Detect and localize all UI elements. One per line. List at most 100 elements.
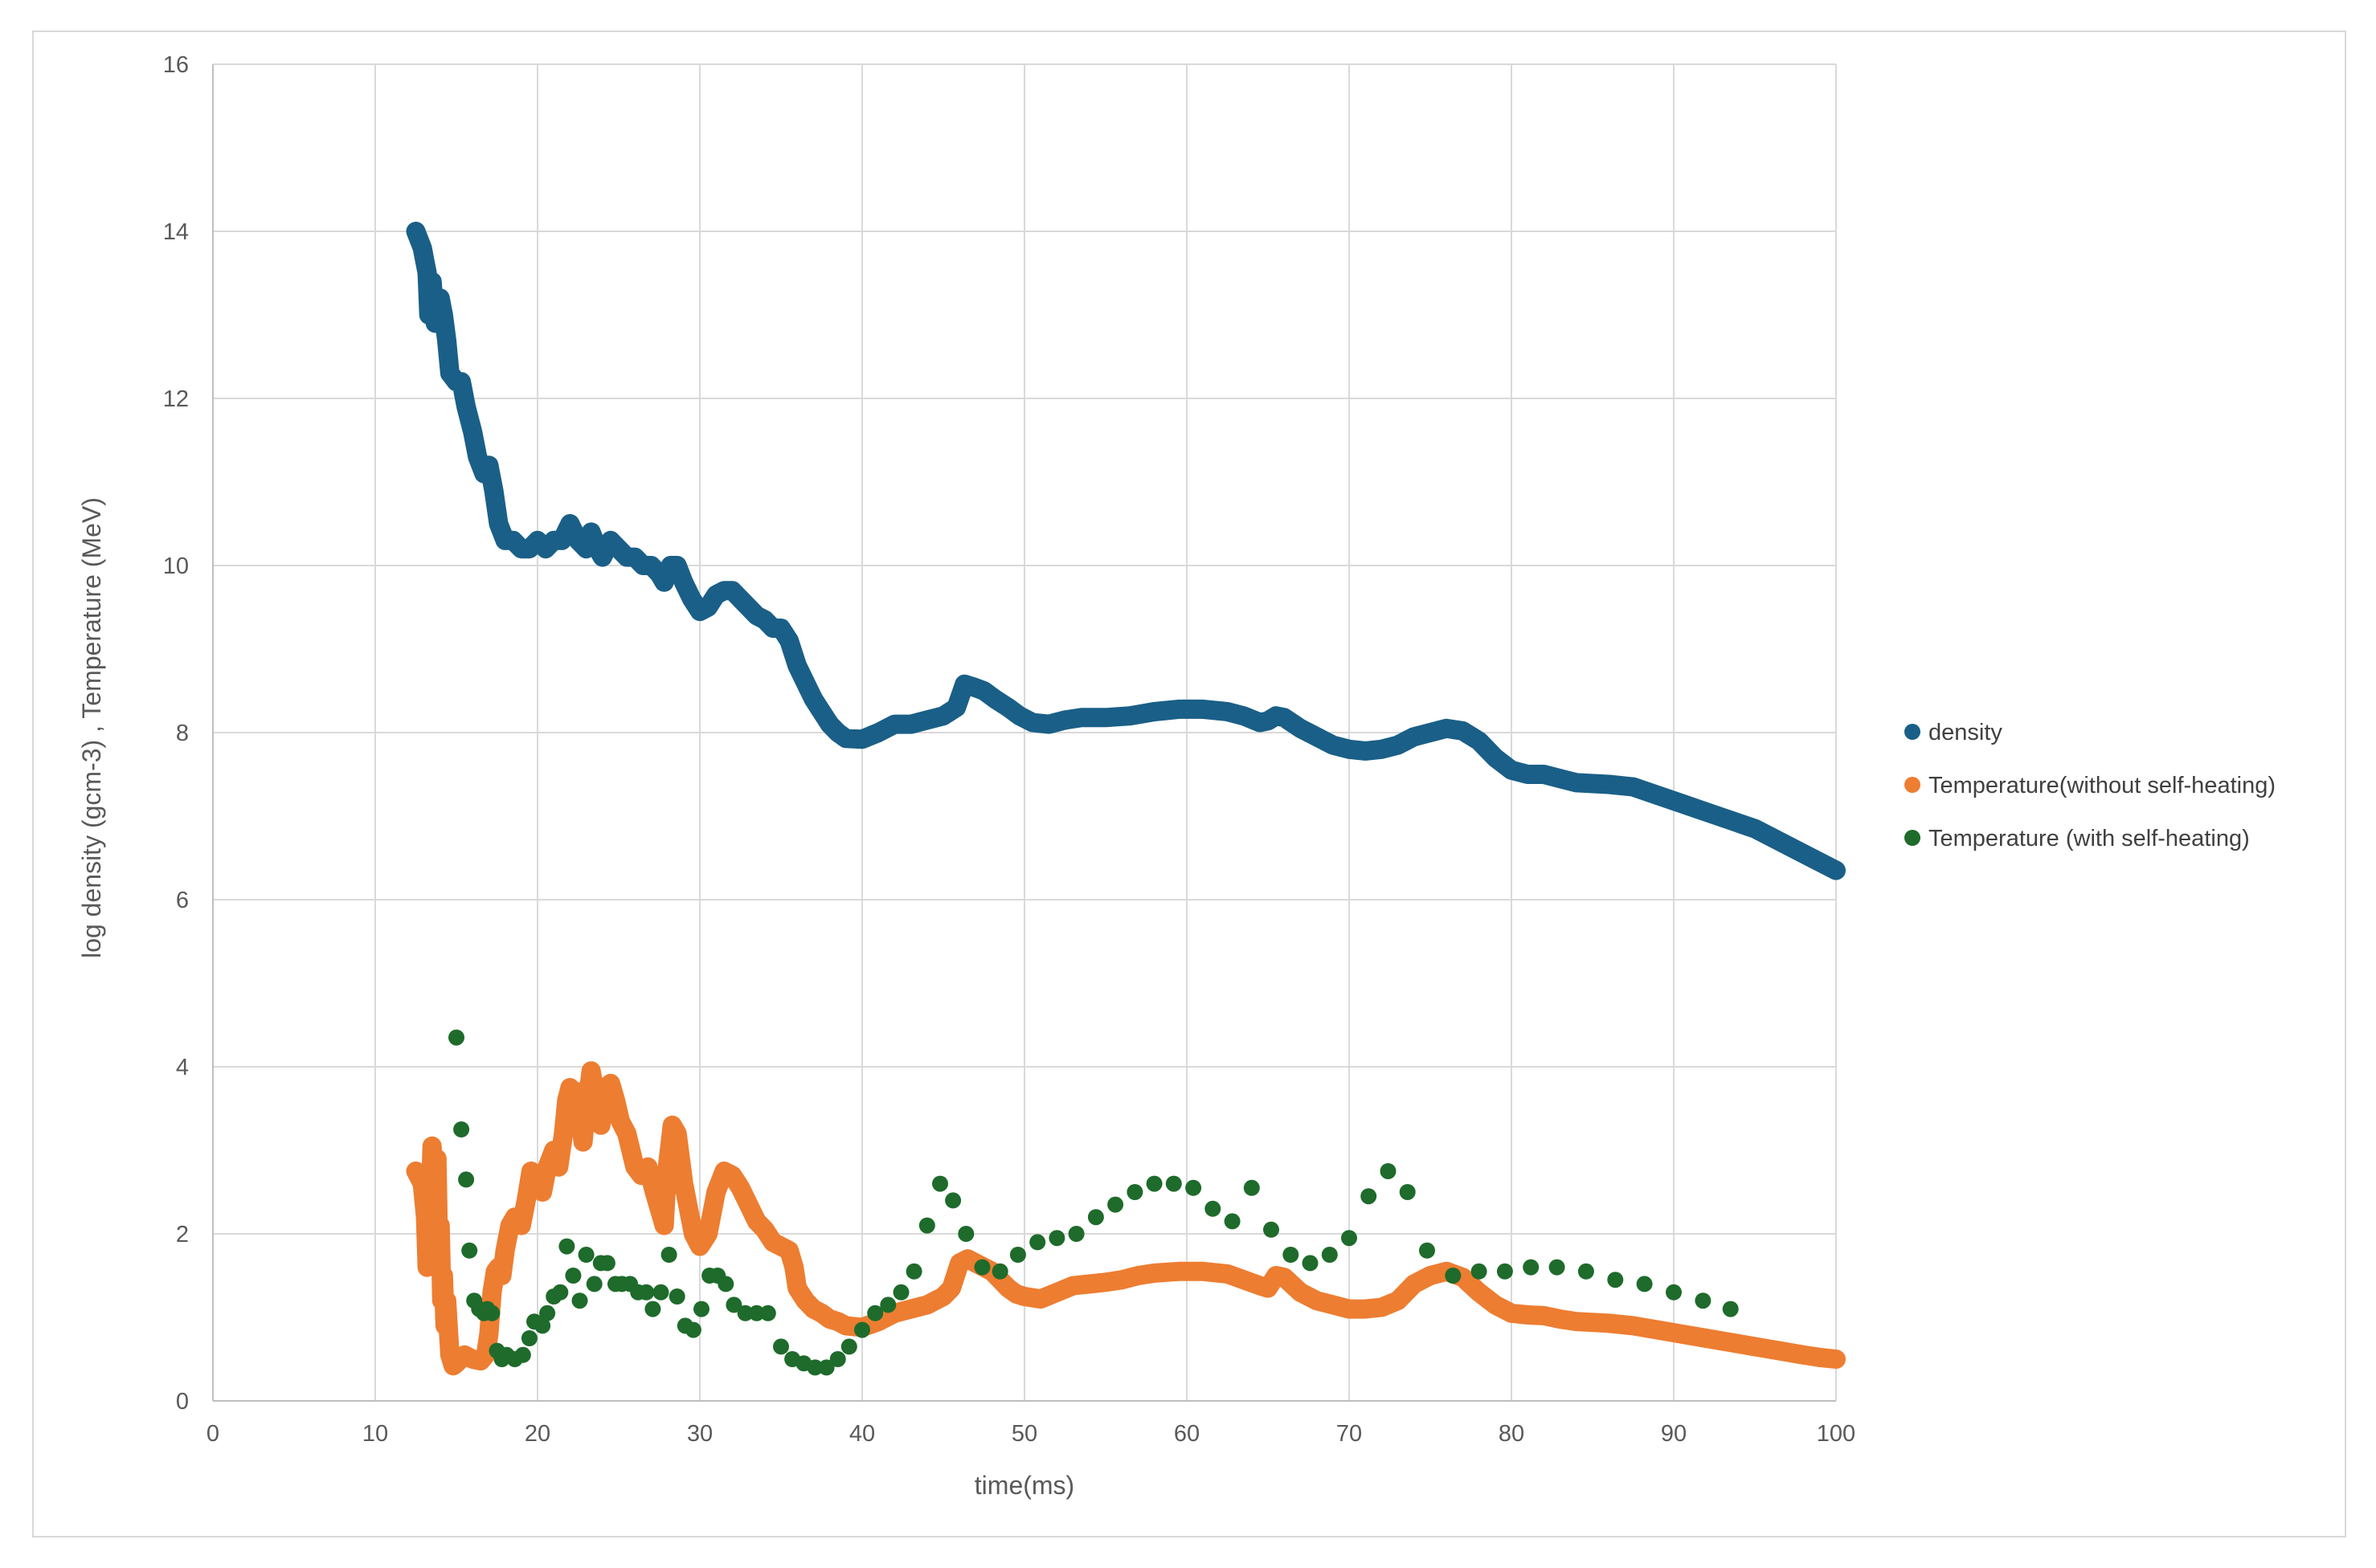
data-point (906, 1263, 922, 1280)
data-point (807, 1359, 824, 1376)
series-line (406, 222, 1846, 880)
series-1 (406, 1061, 1846, 1376)
data-point (1523, 1259, 1540, 1276)
data-point (1341, 1230, 1357, 1247)
y-tick-label: 14 (163, 219, 189, 245)
data-point (558, 1238, 575, 1255)
data-point (840, 1338, 857, 1355)
data-point (992, 1263, 1008, 1280)
data-point (718, 1276, 734, 1292)
data-point (726, 1296, 742, 1313)
data-point (660, 1247, 677, 1263)
data-point (1695, 1292, 1711, 1309)
x-tick-label: 10 (362, 1421, 388, 1447)
y-tick-label: 6 (176, 888, 189, 913)
x-tick-labels: 0 10 20 30 40 50 60 70 80 90 100 (207, 1421, 1855, 1447)
data-point (1419, 1242, 1435, 1259)
data-point (1087, 1209, 1104, 1226)
data-point (1302, 1255, 1319, 1272)
series-2 (448, 1029, 1739, 1376)
x-tick-label: 20 (525, 1421, 550, 1447)
legend-item: Temperature (with self-heating) (1904, 826, 2250, 851)
data-point (571, 1292, 588, 1309)
data-point (737, 1305, 754, 1321)
data-point (1360, 1188, 1377, 1205)
data-point (638, 1284, 655, 1301)
gridlines (212, 63, 1837, 1402)
data-point (1282, 1247, 1299, 1263)
legend-label: Temperature(without self-heating) (1928, 773, 2276, 798)
data-point (1165, 1175, 1182, 1192)
data-point (1380, 1163, 1397, 1179)
data-point (867, 1305, 884, 1321)
data-point (1722, 1301, 1739, 1317)
data-point (1548, 1259, 1565, 1276)
data-point (448, 1029, 464, 1046)
data-point (1146, 1175, 1163, 1192)
data-point (880, 1296, 897, 1313)
data-point (1636, 1276, 1653, 1292)
data-point (1049, 1230, 1065, 1247)
x-axis-label: time(ms) (975, 1471, 1074, 1500)
data-point (818, 1359, 835, 1376)
data-point (1263, 1221, 1279, 1238)
data-point (829, 1351, 846, 1367)
x-tick-label: 50 (1012, 1421, 1037, 1447)
y-tick-label: 2 (176, 1222, 189, 1247)
legend-label: Temperature (with self-heating) (1928, 826, 2250, 851)
data-point (945, 1192, 962, 1209)
legend-marker (1904, 777, 1920, 793)
data-point (534, 1317, 551, 1334)
data-point (773, 1338, 789, 1355)
y-tick-label: 10 (163, 553, 189, 579)
y-tick-label: 12 (163, 386, 189, 412)
data-point (893, 1284, 910, 1301)
data-point (1029, 1234, 1046, 1251)
y-tick-label: 16 (163, 52, 189, 78)
data-point (918, 1217, 935, 1234)
data-point (453, 1121, 470, 1137)
data-point (652, 1284, 669, 1301)
data-point (539, 1305, 556, 1321)
x-tick-label: 90 (1661, 1421, 1687, 1447)
x-tick-label: 100 (1817, 1421, 1855, 1447)
data-point (1321, 1247, 1338, 1263)
legend-marker (1904, 830, 1920, 846)
y-tick-label: 0 (176, 1389, 189, 1415)
y-axis-label: log density (gcm-3) , Temperature (MeV) (77, 497, 106, 958)
data-point (1470, 1263, 1487, 1280)
y-tick-label: 8 (176, 721, 189, 746)
legend-marker (1904, 724, 1920, 740)
data-point (1127, 1184, 1143, 1200)
data-point (932, 1175, 948, 1192)
legend-label: density (1928, 720, 2002, 745)
data-point (565, 1268, 582, 1284)
data-point (514, 1346, 531, 1363)
data-point (484, 1305, 501, 1321)
data-point (461, 1242, 478, 1259)
data-point (974, 1259, 991, 1276)
chart-frame (32, 31, 2346, 1537)
data-point (759, 1305, 776, 1321)
data-point (1577, 1263, 1594, 1280)
plot-area (406, 222, 1846, 1376)
data-point (1185, 1179, 1202, 1196)
data-point (1666, 1284, 1682, 1301)
data-point (1607, 1272, 1624, 1288)
series-line (406, 1061, 1846, 1376)
data-point (586, 1276, 603, 1292)
y-tick-labels: 0 2 4 6 8 10 12 14 16 (163, 52, 189, 1415)
x-tick-label: 80 (1499, 1421, 1524, 1447)
x-tick-label: 30 (687, 1421, 713, 1447)
data-point (521, 1330, 538, 1346)
data-point (552, 1284, 569, 1301)
data-point (958, 1226, 975, 1242)
data-point (1445, 1268, 1462, 1284)
data-point (458, 1171, 475, 1188)
data-point (685, 1321, 701, 1338)
data-point (693, 1301, 710, 1317)
data-point (1107, 1196, 1124, 1213)
data-point (644, 1301, 661, 1317)
data-point (1009, 1247, 1026, 1263)
